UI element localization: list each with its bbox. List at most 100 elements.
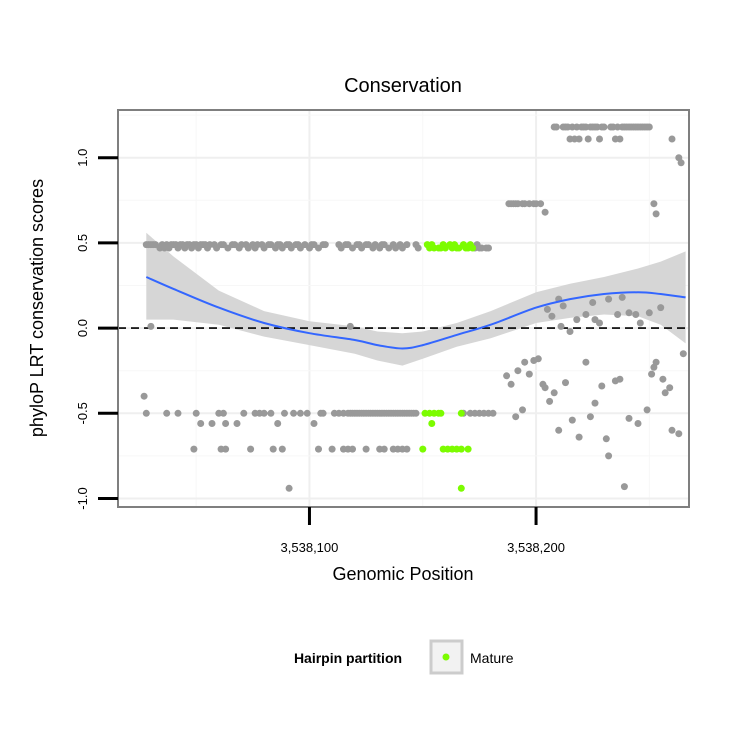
point-other <box>514 367 522 375</box>
point-other <box>142 409 150 417</box>
point-other <box>679 350 687 358</box>
point-other <box>281 409 288 417</box>
point-other <box>380 445 388 453</box>
y-tick-label: 1.0 <box>75 149 90 167</box>
point-mature <box>419 445 427 453</box>
confidence-band <box>146 232 686 366</box>
point-other <box>303 409 311 417</box>
point-other <box>568 416 576 424</box>
point-other <box>362 445 370 453</box>
point-mature <box>437 409 445 417</box>
point-other <box>584 135 592 143</box>
point-other <box>208 420 216 427</box>
point-other <box>349 445 356 453</box>
point-other <box>525 370 533 378</box>
point-other <box>197 420 205 427</box>
y-axis-label: phyloP LRT conservation scores <box>27 179 47 437</box>
point-other <box>668 135 676 143</box>
point-other <box>537 200 545 208</box>
point-other <box>659 375 667 383</box>
point-other <box>310 420 318 427</box>
point-other <box>521 358 529 366</box>
point-other <box>632 311 640 318</box>
point-mature <box>464 445 472 453</box>
point-other <box>247 445 255 453</box>
point-other <box>620 483 628 491</box>
point-mature <box>457 409 465 417</box>
point-other <box>657 304 665 312</box>
point-other <box>675 430 683 438</box>
point-other <box>605 452 613 460</box>
point-other <box>625 309 633 317</box>
point-other <box>319 409 327 417</box>
point-other <box>403 445 411 453</box>
point-other <box>534 355 542 363</box>
point-other <box>512 413 520 421</box>
x-axis-label: Genomic Position <box>332 564 473 584</box>
chart-title: Conservation <box>344 75 462 97</box>
point-other <box>315 445 322 453</box>
y-axis-ticks: -1.0 -0.5 0.0 0.5 1.0 <box>75 149 118 510</box>
x-tick-label: 3,538,200 <box>507 540 565 555</box>
point-other <box>163 409 171 417</box>
point-other <box>147 322 155 330</box>
point-other <box>598 382 606 390</box>
point-other <box>190 445 198 453</box>
x-tick-label: 3,538,100 <box>281 540 339 555</box>
point-other <box>321 241 329 249</box>
point-mature <box>457 484 465 492</box>
x-axis-ticks: 3,538,100 3,538,200 <box>281 507 565 555</box>
point-other <box>174 409 182 417</box>
point-other <box>616 375 624 383</box>
point-other <box>677 159 685 167</box>
legend-title: Hairpin partition <box>294 650 402 666</box>
point-other <box>575 135 583 143</box>
point-other <box>278 445 286 453</box>
point-other <box>543 305 551 313</box>
point-other <box>222 445 230 453</box>
point-other <box>546 397 554 405</box>
point-other <box>661 389 669 397</box>
point-other <box>552 123 560 131</box>
smooth-trend-line <box>145 276 686 350</box>
point-other <box>503 372 511 380</box>
point-other <box>507 380 515 388</box>
point-other <box>625 414 633 422</box>
point-other <box>652 358 660 366</box>
y-tick-label: -0.5 <box>75 402 90 424</box>
point-other <box>328 445 336 453</box>
point-other <box>285 484 293 492</box>
point-other <box>589 299 597 306</box>
point-other <box>643 406 651 414</box>
point-other <box>602 435 610 443</box>
point-other <box>260 409 268 417</box>
point-other <box>414 244 422 252</box>
point-other <box>541 208 549 216</box>
point-other <box>666 384 674 392</box>
point-other <box>233 420 241 427</box>
point-other <box>550 389 558 397</box>
point-other <box>648 370 656 378</box>
y-tick-label: 0.5 <box>75 234 90 252</box>
point-other <box>269 445 277 453</box>
point-other <box>636 319 644 327</box>
point-other <box>140 392 148 400</box>
point-other <box>650 200 658 208</box>
point-other <box>600 123 608 131</box>
legend: Hairpin partition Mature <box>294 639 514 675</box>
point-other <box>591 316 599 324</box>
point-other <box>296 409 304 417</box>
point-other <box>240 409 248 417</box>
point-other <box>219 409 227 417</box>
point-other <box>274 420 282 427</box>
point-mature <box>428 420 436 427</box>
point-other <box>634 420 642 427</box>
point-other <box>645 309 653 317</box>
point-other <box>652 210 660 218</box>
point-other <box>616 135 624 143</box>
point-other <box>555 426 563 434</box>
point-other <box>557 322 565 330</box>
plot-border <box>117 109 690 508</box>
legend-label-mature: Mature <box>470 650 514 666</box>
